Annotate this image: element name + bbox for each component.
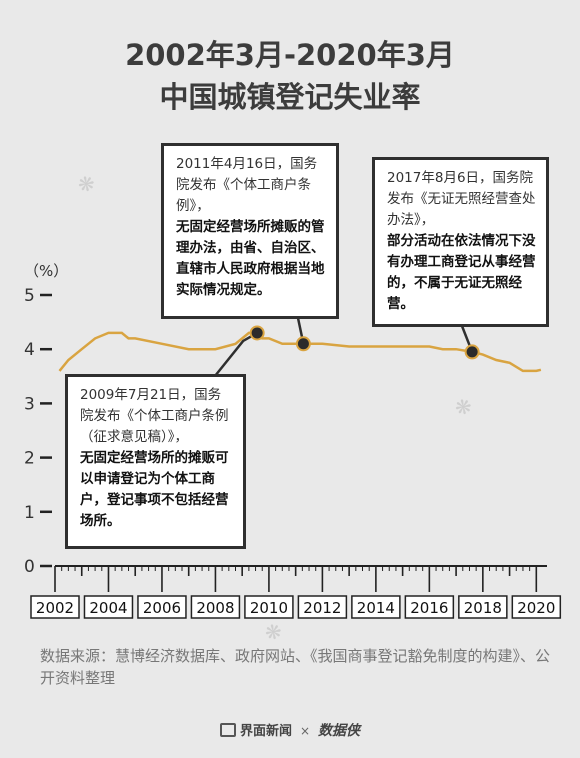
- x-tick-label: 2020: [517, 599, 555, 617]
- annotation-2009-lead: 2009年7月21日，国务院发布《个体工商户条例（征求意见稿）》，: [80, 387, 229, 445]
- x-label-box: [297, 595, 348, 619]
- footer-separator: ×: [299, 724, 311, 738]
- x-tick-label: 2014: [357, 599, 395, 617]
- annotation-markers: [249, 325, 480, 360]
- annotation-marker: [295, 336, 311, 352]
- x-label-box: [511, 595, 562, 619]
- y-tick-label: 0: [24, 557, 35, 577]
- y-tick-label: 5: [24, 286, 35, 306]
- annotation-2011-lead: 2011年4月16日，国务院发布《个体工商户条例》，: [176, 156, 318, 214]
- x-label-box: [83, 595, 134, 619]
- x-label-box: [404, 595, 455, 619]
- y-axis-labels: （%） 0 1 2 3 4 5: [24, 262, 68, 577]
- annotation-2017-lead: 2017年8月6日，国务院发布《无证无照经营查处办法》，: [387, 170, 536, 228]
- y-tick-label: 4: [24, 340, 35, 360]
- data-source-note: 数据来源：慧博经济数据库、政府网站、《我国商事登记豁免制度的构建》、公开资料整理: [40, 647, 551, 687]
- y-tick-label: 2: [24, 449, 35, 469]
- y-tick-label: 1: [24, 503, 35, 523]
- connector-2009: [214, 331, 258, 377]
- x-tick-label: 2010: [250, 599, 288, 617]
- x-label-box: [137, 595, 187, 619]
- footer-branding: 界面新闻 × 数据侠: [0, 720, 580, 740]
- x-tick-label: 2012: [303, 599, 341, 617]
- x-label-box: [30, 595, 80, 619]
- annotation-2017-box: 2017年8月6日，国务院发布《无证无照经营查处办法》， 部分活动在依法情况下没…: [372, 157, 549, 327]
- annotation-2011-box: 2011年4月16日，国务院发布《个体工商户条例》， 无固定经营场所摊贩的管理办…: [161, 143, 339, 319]
- y-axis-unit: （%）: [24, 262, 68, 280]
- annotation-2009-box: 2009年7月21日，国务院发布《个体工商户条例（征求意见稿）》， 无固定经营场…: [65, 374, 246, 549]
- jiemian-logo-icon: [219, 723, 236, 737]
- annotation-2017-body: 部分活动在依法情况下没有办理工商登记从事经营的，不属于无证无照经营。: [387, 233, 536, 312]
- x-tick-label: 2016: [410, 599, 448, 617]
- x-tick-label: 2008: [196, 599, 234, 617]
- footer-brand: 界面新闻: [239, 724, 292, 739]
- x-tick-label: 2004: [89, 599, 127, 617]
- annotation-marker: [249, 325, 265, 341]
- x-tick-label: 2018: [464, 599, 502, 617]
- chart-title: 2002年3月-2020年3月 中国城镇登记失业率: [0, 34, 580, 118]
- x-label-box: [458, 595, 508, 619]
- annotation-marker: [464, 344, 480, 360]
- annotation-2009-body: 无固定经营场所的摊贩可以申请登记为个体工商户，登记事项不包括经营场所。: [80, 450, 229, 529]
- chart-title-line-1: 2002年3月-2020年3月: [125, 38, 455, 72]
- footer-partner: 数据侠: [318, 723, 361, 739]
- x-label-box: [244, 595, 294, 619]
- x-axis-ticks: [54, 566, 538, 592]
- annotation-2011-body: 无固定经营场所摊贩的管理办法，由省、自治区、直辖市人民政府根据当地实际情况规定。: [176, 219, 325, 298]
- x-axis-labels: 2002 2004 2006 2008 2010 2012 2014 2016 2018 2020: [30, 595, 562, 619]
- y-tick-label: 3: [24, 394, 35, 414]
- x-tick-label: 2006: [143, 599, 181, 617]
- x-label-box: [351, 595, 401, 619]
- x-label-box: [190, 595, 241, 619]
- chart-title-line-2: 中国城镇登记失业率: [159, 80, 421, 114]
- x-tick-label: 2002: [36, 599, 74, 617]
